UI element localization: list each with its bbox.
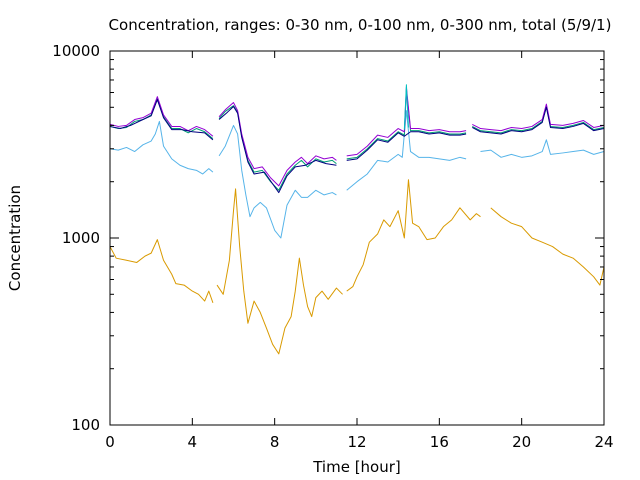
x-tick-label: 16 xyxy=(430,433,449,451)
x-tick-label: 0 xyxy=(105,433,115,451)
series-line-4 xyxy=(403,84,409,130)
series-line-3 xyxy=(109,86,605,187)
chart-title: Concentration, ranges: 0-30 nm, 0-100 nm… xyxy=(109,16,612,34)
series-layer xyxy=(109,84,605,355)
series-line-5 xyxy=(109,99,605,194)
x-tick-label: 4 xyxy=(188,433,198,451)
y-tick-label: 100 xyxy=(71,416,100,434)
ticks-layer: 0 4 8 12 16 20 24 100 1000 10000 xyxy=(52,42,613,451)
y-tick-label: 1000 xyxy=(62,229,100,247)
series-line-0 xyxy=(109,179,605,355)
series-line-1 xyxy=(109,110,605,239)
y-tick-label: 10000 xyxy=(52,42,100,60)
x-tick-label: 8 xyxy=(270,433,280,451)
x-tick-label: 20 xyxy=(512,433,531,451)
y-axis-label: Concentration xyxy=(6,185,24,291)
x-tick-label: 24 xyxy=(594,433,613,451)
x-tick-label: 12 xyxy=(347,433,366,451)
x-axis-label: Time [hour] xyxy=(312,458,401,476)
